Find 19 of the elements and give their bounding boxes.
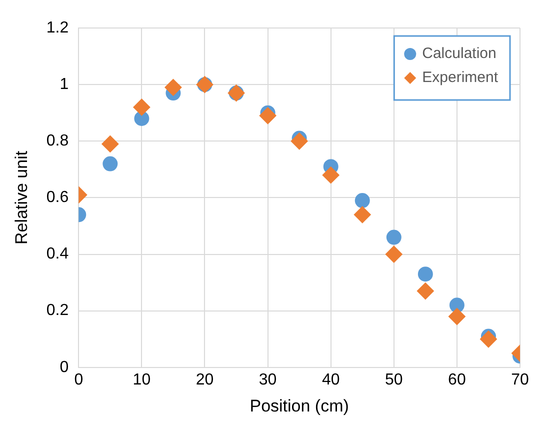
x-tick-label: 30	[258, 371, 277, 388]
x-tick-label: 20	[196, 371, 214, 388]
legend-label: Experiment	[422, 69, 499, 86]
legend-label: Calculation	[422, 45, 496, 62]
y-tick-label: 0	[60, 358, 69, 376]
x-tick-label: 0	[74, 371, 84, 388]
y-tick-label: 1.2	[46, 19, 69, 36]
y-tick-label: 0.8	[46, 132, 69, 150]
x-tick-label: 10	[132, 371, 151, 388]
x-tick-label: 40	[322, 371, 340, 388]
y-tick-label: 0.6	[46, 189, 69, 206]
x-tick-label: 70	[511, 371, 529, 388]
x-tick-label: 60	[448, 371, 466, 388]
x-axis-title: Position (cm)	[250, 396, 349, 416]
y-tick-label: 0.2	[46, 302, 69, 320]
x-tick-label: 50	[385, 371, 403, 388]
y-tick-label: 0.4	[46, 246, 69, 263]
y-axis-title: Relative unit	[12, 150, 31, 244]
y-tick-label: 1	[60, 76, 69, 93]
